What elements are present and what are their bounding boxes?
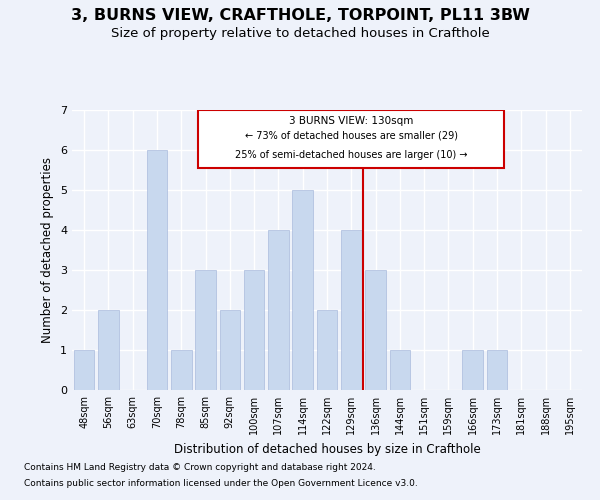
Bar [292,190,313,390]
Text: 3, BURNS VIEW, CRAFTHOLE, TORPOINT, PL11 3BW: 3, BURNS VIEW, CRAFTHOLE, TORPOINT, PL11… [71,8,529,22]
Bar [74,350,94,390]
Bar [487,350,508,390]
Text: Size of property relative to detached houses in Crafthole: Size of property relative to detached ho… [110,28,490,40]
Text: Contains public sector information licensed under the Open Government Licence v3: Contains public sector information licen… [24,478,418,488]
Bar [317,310,337,390]
Text: 3 BURNS VIEW: 130sqm: 3 BURNS VIEW: 130sqm [289,116,413,126]
Bar [341,230,362,390]
Text: Contains HM Land Registry data © Crown copyright and database right 2024.: Contains HM Land Registry data © Crown c… [24,464,376,472]
Bar [171,350,191,390]
Bar [365,270,386,390]
Text: ← 73% of detached houses are smaller (29): ← 73% of detached houses are smaller (29… [245,131,458,141]
Bar [463,350,483,390]
Bar [195,270,216,390]
Bar [220,310,240,390]
Bar [389,350,410,390]
Bar [268,230,289,390]
Text: Distribution of detached houses by size in Crafthole: Distribution of detached houses by size … [173,442,481,456]
Text: 25% of semi-detached houses are larger (10) →: 25% of semi-detached houses are larger (… [235,150,467,160]
FancyBboxPatch shape [198,110,504,168]
Bar [146,150,167,390]
Y-axis label: Number of detached properties: Number of detached properties [41,157,55,343]
Bar [244,270,265,390]
Bar [98,310,119,390]
